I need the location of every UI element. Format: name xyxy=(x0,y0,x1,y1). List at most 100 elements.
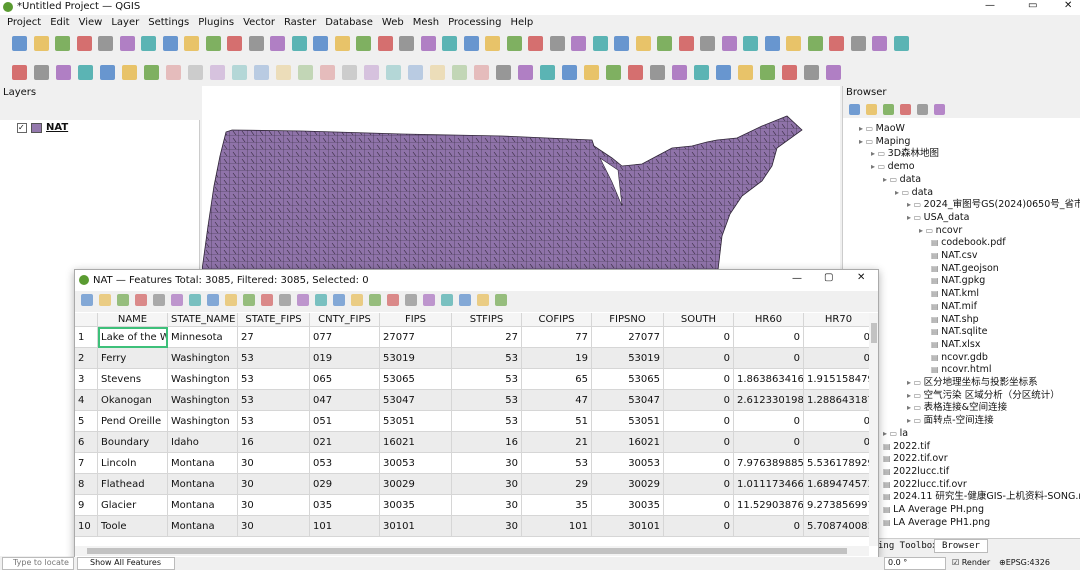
table-cell[interactable]: 0 xyxy=(664,390,734,411)
table-cell[interactable]: 30 xyxy=(452,495,522,516)
tool-button[interactable] xyxy=(313,36,328,51)
tree-item[interactable]: ▸ ▭ data xyxy=(883,173,921,186)
table-cell[interactable]: 30 xyxy=(238,495,310,516)
table-cell[interactable]: 0 xyxy=(664,432,734,453)
tree-item[interactable]: ▤ NAT.gpkg xyxy=(931,274,985,287)
tree-item[interactable]: ▤ codebook.pdf xyxy=(931,236,1006,249)
table-cell[interactable]: 53051 xyxy=(380,411,452,432)
table-cell[interactable]: 53 xyxy=(238,390,310,411)
tool-button[interactable] xyxy=(100,65,115,80)
table-cell[interactable]: 053 xyxy=(310,453,380,474)
tool-button[interactable] xyxy=(207,294,219,306)
tool-button[interactable] xyxy=(442,36,457,51)
table-cell[interactable]: Okanogan xyxy=(98,390,168,411)
table-cell[interactable]: 0 xyxy=(664,453,734,474)
row-header[interactable]: 3 xyxy=(75,369,98,390)
tree-item[interactable]: ▤ NAT.shp xyxy=(931,313,979,326)
table-cell[interactable]: 21 xyxy=(522,432,592,453)
tree-item[interactable]: ▸ ▭ Maping xyxy=(859,135,910,148)
table-cell[interactable]: Washington xyxy=(168,348,238,369)
menu-item[interactable]: Database xyxy=(325,17,373,28)
tool-button[interactable] xyxy=(694,65,709,80)
table-cell[interactable]: Stevens xyxy=(98,369,168,390)
table-cell[interactable]: 30 xyxy=(452,453,522,474)
table-cell[interactable]: 30053 xyxy=(380,453,452,474)
tool-button[interactable] xyxy=(76,36,92,51)
tool-button[interactable] xyxy=(117,294,129,306)
tree-item[interactable]: ▤ 2024.11 研究生-健康GIS-上机资料-SONG.ra xyxy=(883,490,1080,503)
tool-button[interactable] xyxy=(56,65,71,80)
table-cell[interactable]: 5.7087400817 xyxy=(804,516,869,537)
tool-button[interactable] xyxy=(452,65,467,80)
tool-button[interactable] xyxy=(743,36,758,51)
menu-item[interactable]: Web xyxy=(381,17,404,28)
render-checkbox[interactable]: ☑ Render xyxy=(952,558,991,567)
tool-button[interactable] xyxy=(119,36,135,51)
tree-item[interactable]: ▤ NAT.sqlite xyxy=(931,325,988,338)
table-cell[interactable]: 047 xyxy=(310,390,380,411)
tool-button[interactable] xyxy=(387,294,399,306)
table-cell[interactable]: 0 xyxy=(664,348,734,369)
table-cell[interactable]: 16 xyxy=(452,432,522,453)
tool-button[interactable] xyxy=(459,294,471,306)
tool-button[interactable] xyxy=(650,65,665,80)
table-cell[interactable]: 53 xyxy=(522,453,592,474)
tool-button[interactable] xyxy=(829,36,844,51)
table-cell[interactable]: Montana xyxy=(168,516,238,537)
tool-button[interactable] xyxy=(606,65,621,80)
tool-button[interactable] xyxy=(333,294,345,306)
tool-button[interactable] xyxy=(934,104,945,115)
column-header[interactable]: STATE_FIPS xyxy=(238,313,310,327)
table-cell[interactable]: 16021 xyxy=(380,432,452,453)
tool-button[interactable] xyxy=(153,294,165,306)
table-cell[interactable]: 16021 xyxy=(592,432,664,453)
tree-item[interactable]: ▸ ▭ USA_data xyxy=(907,211,969,224)
column-header[interactable]: CNTY_FIPS xyxy=(310,313,380,327)
tool-button[interactable] xyxy=(614,36,629,51)
checkbox[interactable]: ✓ xyxy=(17,123,27,133)
tree-item[interactable]: ▤ NAT.geojson xyxy=(931,262,999,275)
table-cell[interactable]: 101 xyxy=(522,516,592,537)
tool-button[interactable] xyxy=(55,36,70,51)
row-header[interactable]: 10 xyxy=(75,516,98,537)
close[interactable]: ✕ xyxy=(857,272,866,283)
tool-button[interactable] xyxy=(408,65,423,80)
table-cell[interactable]: Lincoln xyxy=(98,453,168,474)
menu-item[interactable]: View xyxy=(78,17,103,28)
table-cell[interactable]: Montana xyxy=(168,474,238,495)
table-cell[interactable]: 30029 xyxy=(592,474,664,495)
table-cell[interactable]: 11.5290387660 xyxy=(734,495,804,516)
row-header[interactable]: 9 xyxy=(75,495,98,516)
table-cell[interactable]: 30101 xyxy=(592,516,664,537)
tool-button[interactable] xyxy=(571,36,586,51)
table-cell[interactable]: 051 xyxy=(310,411,380,432)
table-cell[interactable]: 5.5361789293 xyxy=(804,453,869,474)
tool-button[interactable] xyxy=(496,65,511,80)
table-cell[interactable]: 0 xyxy=(664,474,734,495)
table-cell[interactable]: 0 xyxy=(804,432,869,453)
table-cell[interactable]: 2.6123301985 xyxy=(734,390,804,411)
menu-item[interactable]: Mesh xyxy=(412,17,440,28)
table-cell[interactable]: Montana xyxy=(168,495,238,516)
tree-item[interactable]: ▤ 2022.tif xyxy=(883,440,930,453)
tab[interactable]: Browser xyxy=(934,539,988,553)
table-cell[interactable]: 1.9151584794 xyxy=(804,369,869,390)
tool-button[interactable] xyxy=(716,65,731,80)
tool-button[interactable] xyxy=(227,36,242,51)
row-header[interactable]: 5 xyxy=(75,411,98,432)
tool-button[interactable] xyxy=(210,65,225,80)
tool-button[interactable] xyxy=(184,36,199,51)
table-cell[interactable]: 021 xyxy=(310,432,380,453)
menu-item[interactable]: Settings xyxy=(148,17,190,28)
table-cell[interactable]: 0 xyxy=(804,327,869,348)
v-scrollbar[interactable] xyxy=(869,313,878,546)
table-cell[interactable]: 0 xyxy=(664,516,734,537)
table-cell[interactable]: 30101 xyxy=(380,516,452,537)
tree-item[interactable]: ▤ 2022lucc.tif.ovr xyxy=(883,478,967,491)
tool-button[interactable] xyxy=(364,65,379,80)
column-header[interactable]: HR70 xyxy=(804,313,869,327)
tool-button[interactable] xyxy=(279,294,291,306)
table-cell[interactable]: 0 xyxy=(664,495,734,516)
tool-button[interactable] xyxy=(562,65,577,80)
tool-button[interactable] xyxy=(315,294,327,306)
